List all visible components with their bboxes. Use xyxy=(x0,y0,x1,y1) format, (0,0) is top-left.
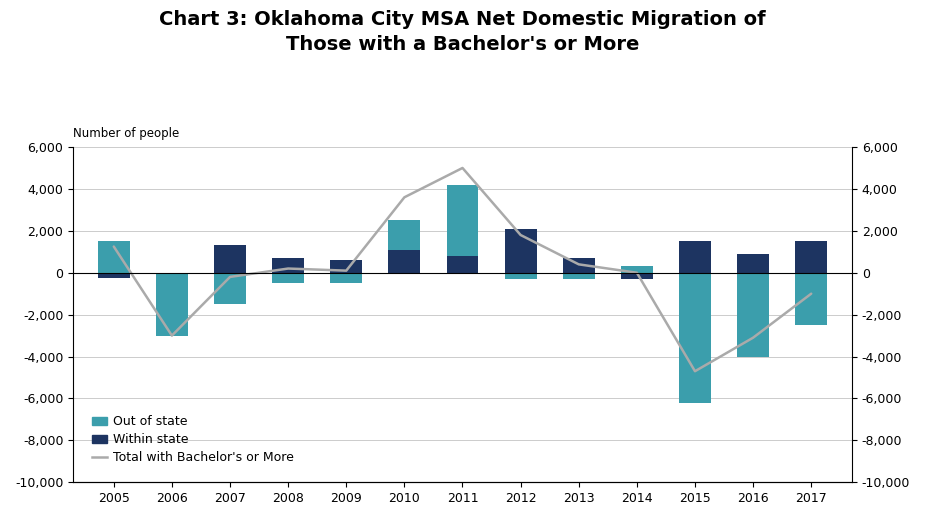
Bar xyxy=(272,272,304,283)
Bar xyxy=(505,272,536,279)
Bar xyxy=(330,260,363,272)
Bar xyxy=(562,258,595,272)
Bar xyxy=(156,272,188,335)
Bar xyxy=(447,256,478,272)
Bar xyxy=(679,241,711,272)
Legend: Out of state, Within state, Total with Bachelor's or More: Out of state, Within state, Total with B… xyxy=(87,410,300,470)
Bar xyxy=(621,272,653,279)
Bar xyxy=(214,272,246,304)
Bar xyxy=(796,241,827,272)
Bar xyxy=(214,245,246,272)
Bar xyxy=(98,272,130,278)
Bar xyxy=(447,185,478,272)
Bar xyxy=(621,266,653,272)
Bar xyxy=(388,250,420,272)
Bar xyxy=(737,254,769,272)
Text: Chart 3: Oklahoma City MSA Net Domestic Migration of
Those with a Bachelor's or : Chart 3: Oklahoma City MSA Net Domestic … xyxy=(159,10,766,55)
Bar xyxy=(98,241,130,272)
Bar xyxy=(272,258,304,272)
Bar xyxy=(796,272,827,325)
Bar xyxy=(505,229,536,272)
Bar xyxy=(562,272,595,279)
Bar xyxy=(388,220,420,272)
Text: Number of people: Number of people xyxy=(73,127,179,140)
Bar xyxy=(679,272,711,402)
Bar xyxy=(737,272,769,357)
Bar xyxy=(330,272,363,283)
